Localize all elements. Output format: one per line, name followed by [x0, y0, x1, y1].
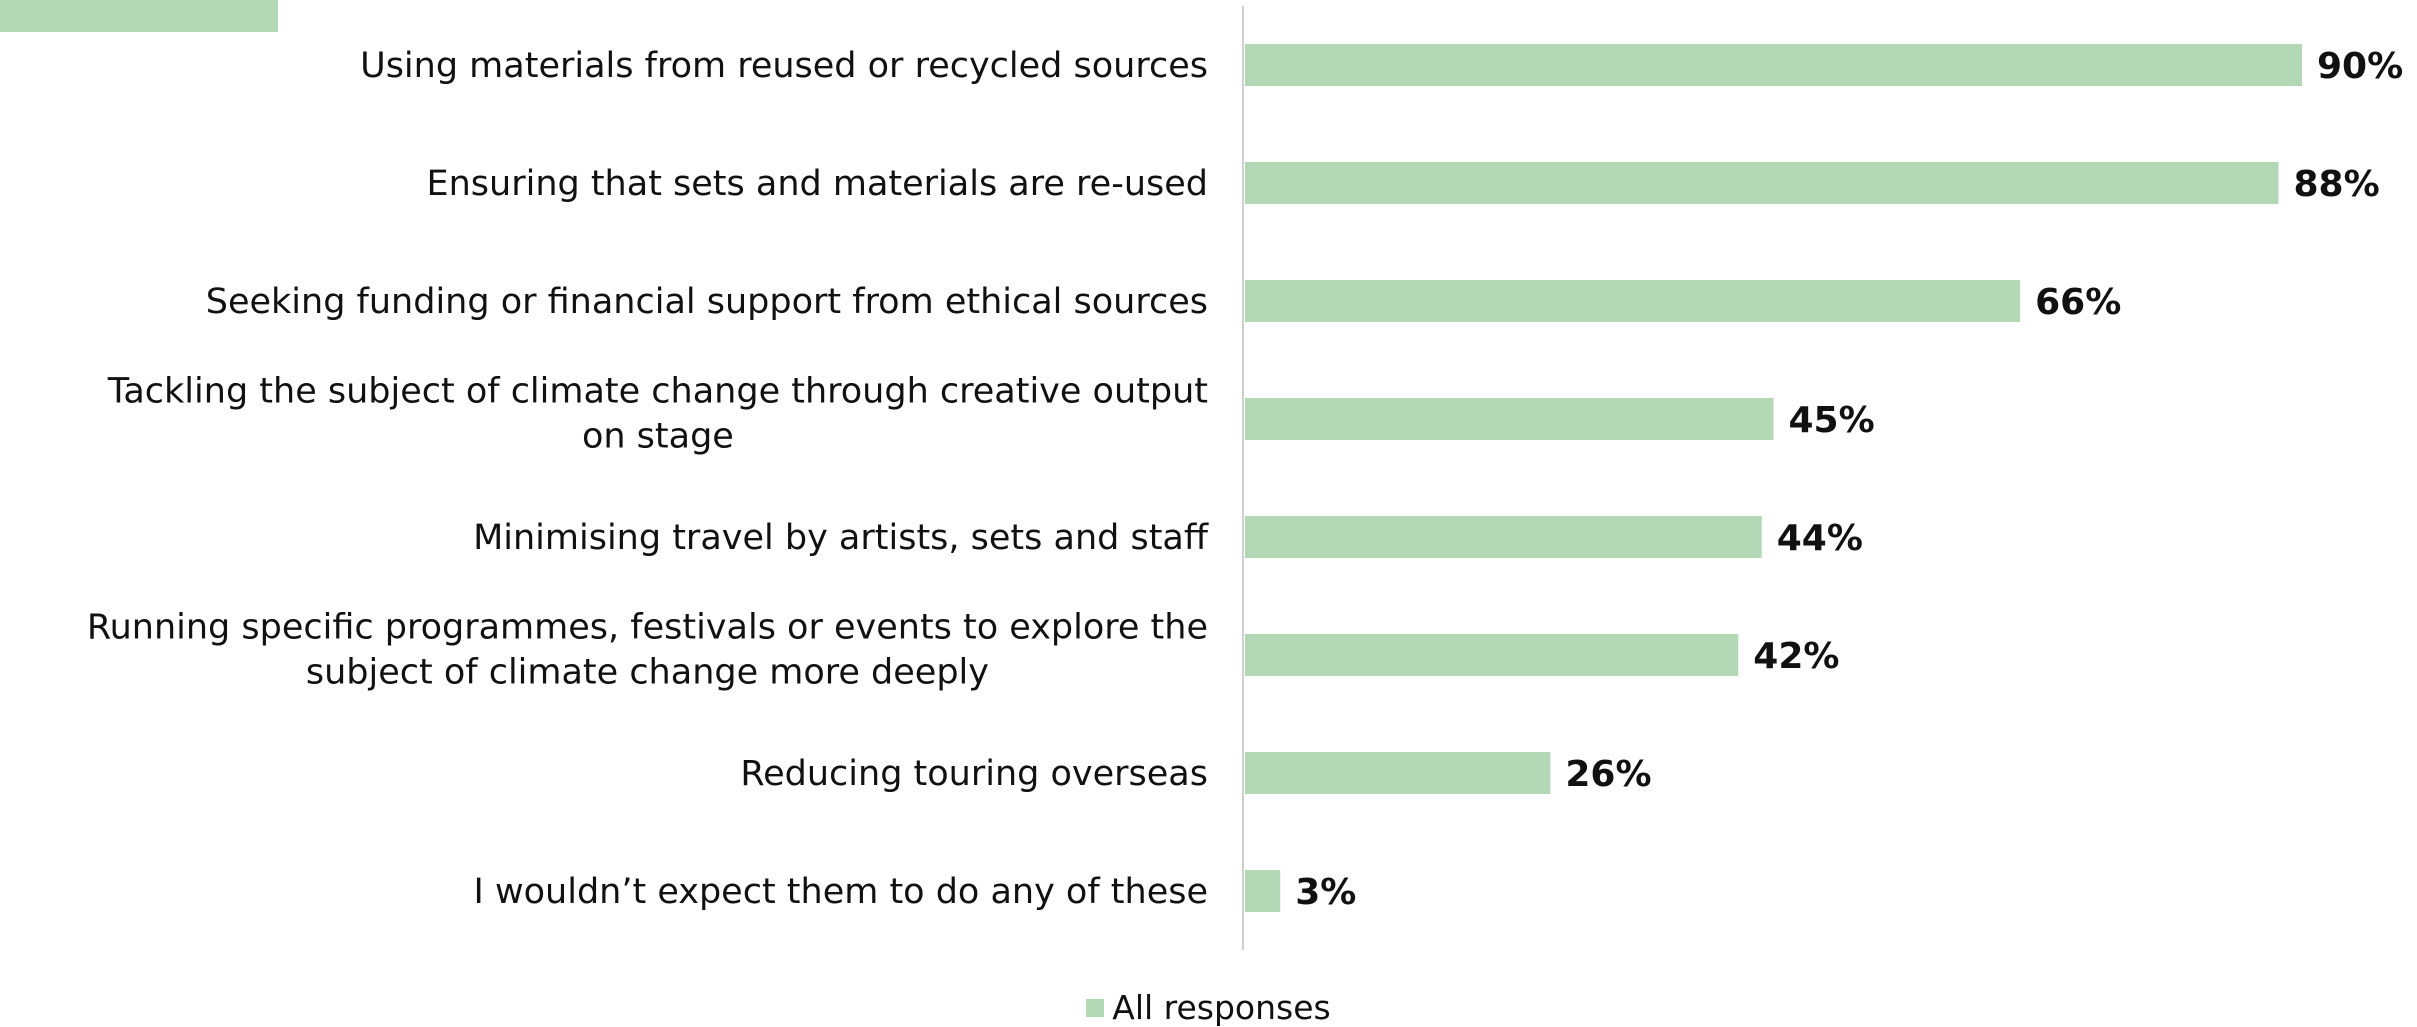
- value-label: 45%: [1789, 400, 1875, 441]
- bar: [1245, 516, 1762, 558]
- bar: [1245, 752, 1551, 794]
- category-label: Tackling the subject of climate change t…: [107, 372, 1208, 457]
- category-label: I wouldn’t expect them to do any of thes…: [474, 872, 1208, 912]
- bar: [1245, 44, 2302, 86]
- legend-swatch: [1086, 998, 1105, 1017]
- category-label: Ensuring that sets and materials are re-…: [426, 164, 1208, 204]
- value-label: 90%: [2317, 46, 2403, 87]
- category-label: Reducing touring overseas: [740, 754, 1208, 794]
- top-left-color-strip: [0, 0, 278, 32]
- bar: [1245, 280, 2021, 322]
- bar: [1245, 634, 1739, 676]
- legend: All responses: [0, 986, 2417, 1027]
- bars-layer: 90% Using materials from reused or recycl…: [87, 44, 2403, 913]
- category-label: Minimising travel by artists, sets and s…: [473, 518, 1209, 558]
- bar: [1245, 162, 2279, 204]
- bar: [1245, 870, 1281, 912]
- category-label: Running specific programmes, festivals o…: [87, 608, 1208, 693]
- value-label: 66%: [2035, 282, 2121, 323]
- value-label: 88%: [2294, 164, 2380, 205]
- value-label: 3%: [1295, 872, 1356, 913]
- category-label: Seeking funding or financial support fro…: [206, 282, 1208, 322]
- bar: [1245, 398, 1774, 440]
- value-label: 42%: [1753, 636, 1839, 677]
- category-label: Using materials from reused or recycled …: [360, 46, 1208, 86]
- legend-label-all-responses: All responses: [1112, 988, 1331, 1027]
- value-label: 26%: [1565, 754, 1651, 795]
- value-label: 44%: [1777, 518, 1863, 559]
